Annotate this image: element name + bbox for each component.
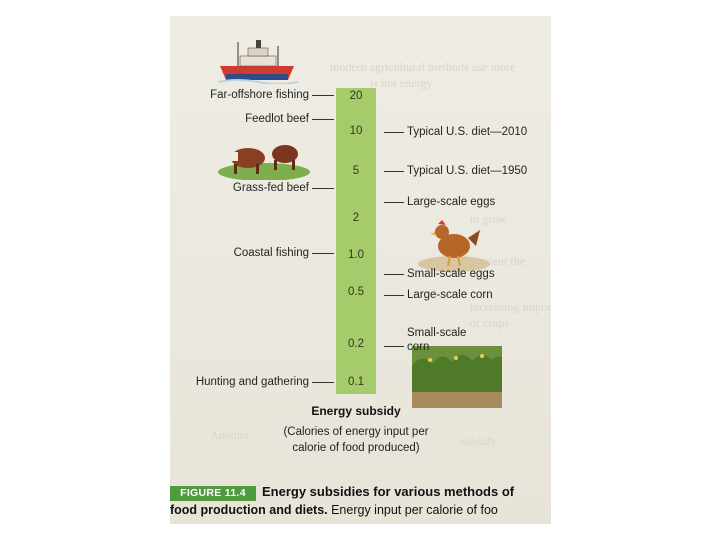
label-small-scale-corn-1: Small-scale [407,327,467,339]
tick-far-offshore-fishing [312,95,334,96]
scale-value-1: 1.0 [348,249,364,261]
scale-value-5: 5 [352,165,360,177]
label-us-diet-1950: Typical U.S. diet—1950 [407,165,528,177]
tick-small-scale-eggs [384,274,404,275]
axis-subtitle-line2: calorie of food produced) [292,442,420,454]
scale-value-20: 20 [349,90,363,102]
tick-large-scale-eggs [384,202,404,203]
label-large-scale-eggs: Large-scale eggs [407,196,496,208]
label-grass-fed-beef: Grass-fed beef [232,182,309,194]
ship-icon [218,40,298,84]
figure-caption: FIGURE 11.4 Energy subsidies for various… [170,480,551,524]
tick-grass-fed-beef [312,188,334,189]
caption-line2-rest: Energy input per calorie of foo [327,503,498,517]
scale-value-0-1: 0.1 [348,376,364,388]
corn-field-icon [412,346,502,408]
label-small-scale-eggs: Small-scale eggs [407,268,495,280]
energy-subsidy-bar [336,88,376,394]
tick-large-scale-corn [384,295,404,296]
label-us-diet-2010: Typical U.S. diet—2010 [407,126,528,138]
label-small-scale-corn-2: corn [407,341,430,353]
figure-badge: FIGURE 11.4 [170,486,256,501]
caption-line2-bold: food production and diets. [170,503,328,517]
tick-hunting-gathering [312,382,334,383]
scale-value-0-5: 0.5 [348,286,364,298]
label-far-offshore-fishing: Far-offshore fishing [210,89,309,101]
label-large-scale-corn: Large-scale corn [407,289,493,301]
label-feedlot-beef: Feedlot beef [245,113,309,125]
label-coastal-fishing: Coastal fishing [233,247,309,259]
label-hunting-gathering: Hunting and gathering [195,376,309,388]
scale-value-0-2: 0.2 [348,338,364,350]
cattle-icon [218,145,310,180]
tick-coastal-fishing [312,253,334,254]
scale-value-10: 10 [349,125,363,137]
axis-subtitle-line1: (Calories of energy input per [283,426,429,438]
chicken-icon [418,220,490,272]
axis-title: Energy subsidy [311,404,401,418]
caption-line2: food production and diets. Energy input … [170,503,498,517]
scale-value-2: 2 [352,212,360,224]
caption-title: Energy subsidies for various methods of [262,484,515,499]
tick-us-diet-1950 [384,171,404,172]
tick-feedlot-beef [312,119,334,120]
textbook-page: modern agricultural methods use more is … [170,16,551,524]
tick-small-scale-corn [384,346,404,347]
tick-us-diet-2010 [384,132,404,133]
